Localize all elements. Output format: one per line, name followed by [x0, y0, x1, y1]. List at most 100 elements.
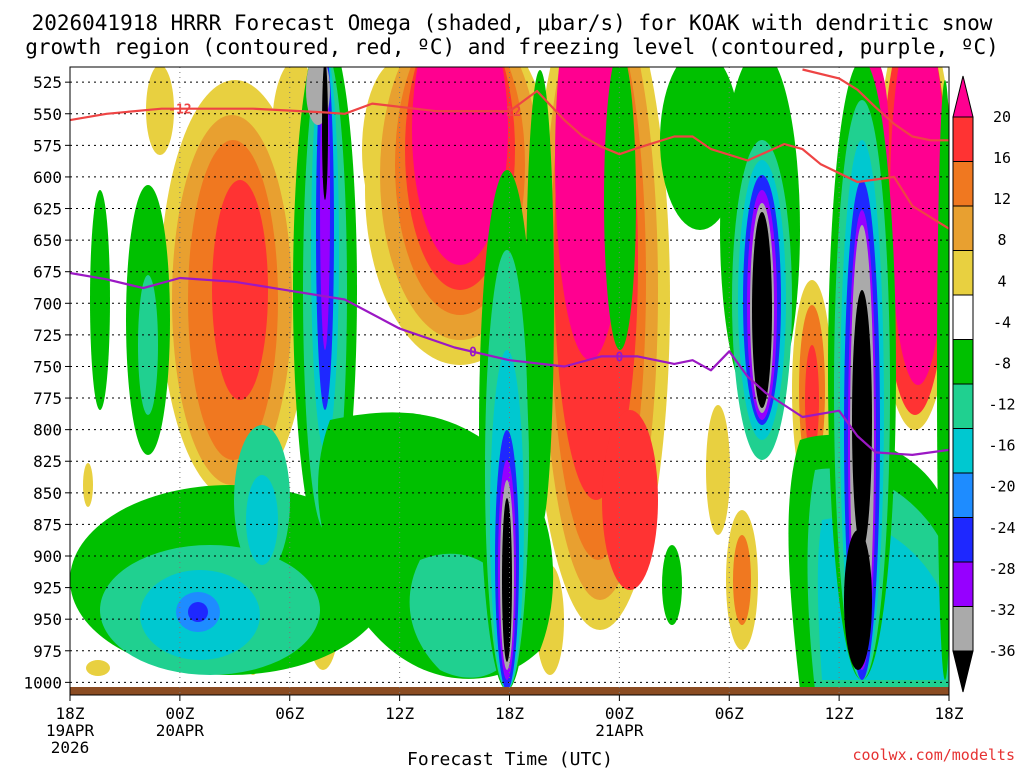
x-tick-label: 00Z	[165, 704, 194, 723]
contour-label: 0	[469, 346, 477, 361]
colorbar-swatch	[952, 75, 974, 118]
colorbar-label: -16	[988, 437, 1015, 455]
colorbar-label: 16	[993, 149, 1011, 167]
credit-link[interactable]: coolwx.com/modelts	[852, 746, 1015, 764]
x-tick-label: 19APR	[46, 721, 95, 740]
colorbar-swatch	[952, 561, 974, 607]
omega-shade	[86, 660, 110, 676]
y-axis: 525 550 575 600 625 650 675 700 725 750 775 800 825 8…	[23, 73, 70, 692]
colorbar-label: -28	[988, 560, 1015, 578]
y-tick-label: 775	[33, 389, 62, 408]
omega-shade	[706, 405, 730, 535]
x-axis-label: Forecast Time (UTC)	[407, 749, 613, 768]
y-tick-label: 850	[33, 484, 62, 503]
omega-shade	[604, 67, 636, 350]
gridlines	[70, 67, 949, 695]
y-tick-label: 650	[33, 231, 62, 250]
colorbar: 20 16 12 8 4 -4 -8 -12 -16 -20 -24 -28 -32 -36	[952, 75, 1016, 693]
y-tick-label: 600	[33, 168, 62, 187]
x-tick-label: 2026	[51, 738, 90, 757]
x-tick-label: 21APR	[595, 721, 644, 740]
omega-shade	[246, 475, 278, 565]
omega-shade	[805, 345, 819, 455]
isotherm-lines: -12 -12 0 0	[70, 68, 949, 456]
x-tick-label: 06Z	[715, 704, 744, 723]
contour-label: -12	[168, 103, 191, 118]
chart-title-line2: growth region (contoured, red, ºC) and f…	[25, 35, 999, 59]
omega-shade	[146, 67, 174, 155]
omega-shade	[526, 70, 554, 530]
contour-label: 0	[615, 350, 623, 365]
colorbar-swatch	[952, 606, 974, 652]
contour-line-0	[70, 89, 949, 230]
colorbar-label: -32	[988, 601, 1015, 619]
colorbar-swatch	[952, 339, 974, 385]
colorbar-label: 4	[997, 272, 1006, 290]
x-tick-label: 20APR	[156, 721, 205, 740]
colorbar-swatch	[952, 250, 974, 296]
omega-shade	[188, 602, 208, 622]
omega-shade	[138, 275, 158, 415]
omega-shade	[752, 212, 772, 408]
omega-shade	[733, 535, 751, 625]
colorbar-label: -20	[988, 478, 1015, 496]
omega-shading	[70, 67, 949, 690]
colorbar-swatch	[952, 383, 974, 429]
y-tick-label: 675	[33, 263, 62, 282]
colorbar-label: 12	[993, 190, 1011, 208]
y-tick-label: 750	[33, 357, 62, 376]
x-tick-label: 18Z	[495, 704, 524, 723]
y-tick-label: 725	[33, 326, 62, 345]
omega-shade	[602, 410, 658, 590]
omega-shade	[662, 545, 682, 625]
colorbar-swatch	[952, 472, 974, 518]
omega-shade	[844, 530, 872, 670]
colorbar-swatch	[952, 294, 974, 340]
colorbar-swatch	[952, 650, 974, 693]
omega-shade	[412, 67, 508, 265]
colorbar-label: -12	[988, 396, 1015, 414]
colorbar-swatch	[952, 428, 974, 474]
y-tick-label: 625	[33, 200, 62, 219]
x-tick-label: 18Z	[56, 704, 85, 723]
omega-shade	[937, 80, 949, 680]
y-tick-label: 900	[33, 547, 62, 566]
contour-label: -12	[498, 105, 521, 120]
omega-shade	[502, 498, 512, 662]
contour-line-1	[802, 68, 949, 142]
contour-line-2	[70, 271, 949, 456]
colorbar-label: 20	[993, 108, 1011, 126]
chart-title-line1: 2026041918 HRRR Forecast Omega (shaded, …	[32, 11, 993, 35]
y-tick-label: 550	[33, 105, 62, 124]
omega-shade	[660, 67, 740, 230]
y-tick-label: 525	[33, 73, 62, 92]
colorbar-label: -4	[993, 313, 1011, 331]
colorbar-label: -8	[993, 354, 1011, 372]
x-tick-label: 18Z	[935, 704, 964, 723]
y-tick-label: 1000	[23, 673, 62, 692]
y-tick-label: 950	[33, 610, 62, 629]
omega-shade	[322, 67, 328, 200]
colorbar-label: 8	[997, 231, 1006, 249]
omega-shade	[212, 180, 268, 400]
x-tick-label: 06Z	[275, 704, 304, 723]
omega-shade	[890, 67, 946, 385]
colorbar-label: -36	[988, 642, 1015, 660]
y-tick-label: 925	[33, 579, 62, 598]
omega-shade	[90, 190, 110, 410]
y-tick-label: 575	[33, 136, 62, 155]
x-tick-label: 12Z	[385, 704, 414, 723]
y-tick-label: 800	[33, 421, 62, 440]
y-tick-label: 700	[33, 294, 62, 313]
x-tick-label: 00Z	[605, 704, 634, 723]
colorbar-swatch	[952, 161, 974, 207]
omega-shade	[83, 463, 93, 507]
colorbar-label: -24	[988, 519, 1015, 537]
colorbar-swatch	[952, 205, 974, 251]
y-tick-label: 825	[33, 452, 62, 471]
y-tick-label: 875	[33, 515, 62, 534]
colorbar-swatch	[952, 116, 974, 162]
ground-surface	[70, 687, 949, 695]
